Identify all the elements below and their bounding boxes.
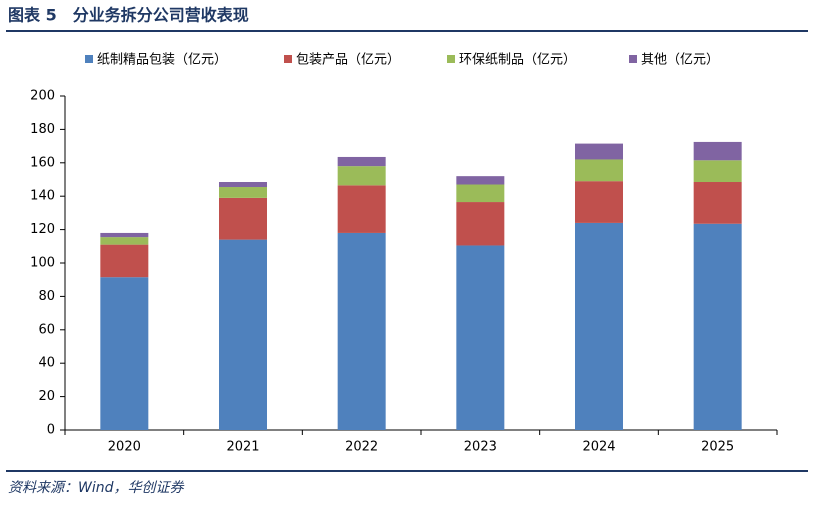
y-tick-label: 180 <box>30 122 55 137</box>
bar-segment <box>100 232 149 238</box>
y-tick-label: 20 <box>38 389 55 404</box>
chart-title: 图表 5 分业务拆分公司营收表现 <box>8 6 249 25</box>
y-tick-label: 140 <box>30 189 55 204</box>
x-tick-label: 2023 <box>464 440 497 455</box>
bar-segment <box>575 159 623 182</box>
bar-segment <box>337 185 386 233</box>
bar-segment <box>456 184 505 203</box>
legend-swatch <box>85 55 93 63</box>
legend-label: 环保纸制品（亿元） <box>459 53 576 68</box>
legend-label: 其他（亿元） <box>641 53 719 68</box>
bar-segment <box>219 182 267 188</box>
bar-segment <box>337 156 386 167</box>
y-tick-label: 160 <box>30 155 55 170</box>
legend-swatch <box>447 55 455 63</box>
y-tick-label: 60 <box>38 322 55 337</box>
bar-segment <box>575 222 623 430</box>
bar-segment <box>456 245 505 430</box>
bar-segment <box>575 181 623 223</box>
x-tick-label: 2022 <box>345 440 378 455</box>
bar-segment <box>456 176 505 185</box>
bar-segment <box>337 166 386 186</box>
x-tick-label: 2024 <box>582 440 615 455</box>
bar-segment <box>693 182 742 224</box>
y-tick-label: 40 <box>38 356 55 371</box>
bar-segment <box>100 237 149 245</box>
legend-swatch <box>284 55 292 63</box>
source: 资料来源：Wind，华创证券 <box>8 480 184 496</box>
bar-segment <box>219 187 267 198</box>
y-tick-label: 120 <box>30 222 55 237</box>
bar-segment <box>575 143 623 160</box>
bar-segment <box>693 160 742 183</box>
legend-label: 包装产品（亿元） <box>296 53 400 68</box>
x-tick-label: 2025 <box>701 440 734 455</box>
y-tick-label: 200 <box>30 89 55 104</box>
y-tick-label: 100 <box>30 256 55 271</box>
bar-segment <box>337 232 386 430</box>
y-tick-label: 0 <box>47 423 55 438</box>
bar-segment <box>100 244 149 278</box>
bar-segment <box>219 239 267 430</box>
legend-label: 纸制精品包装（亿元） <box>97 53 227 68</box>
legend-swatch <box>629 55 637 63</box>
bar-segment <box>693 223 742 430</box>
bar-segment <box>456 202 505 246</box>
bar-segment <box>100 277 149 430</box>
x-tick-label: 2020 <box>108 440 141 455</box>
bar-segment <box>693 141 742 161</box>
bar-segment <box>219 197 267 240</box>
y-tick-label: 80 <box>38 289 55 304</box>
x-tick-label: 2021 <box>226 440 259 455</box>
